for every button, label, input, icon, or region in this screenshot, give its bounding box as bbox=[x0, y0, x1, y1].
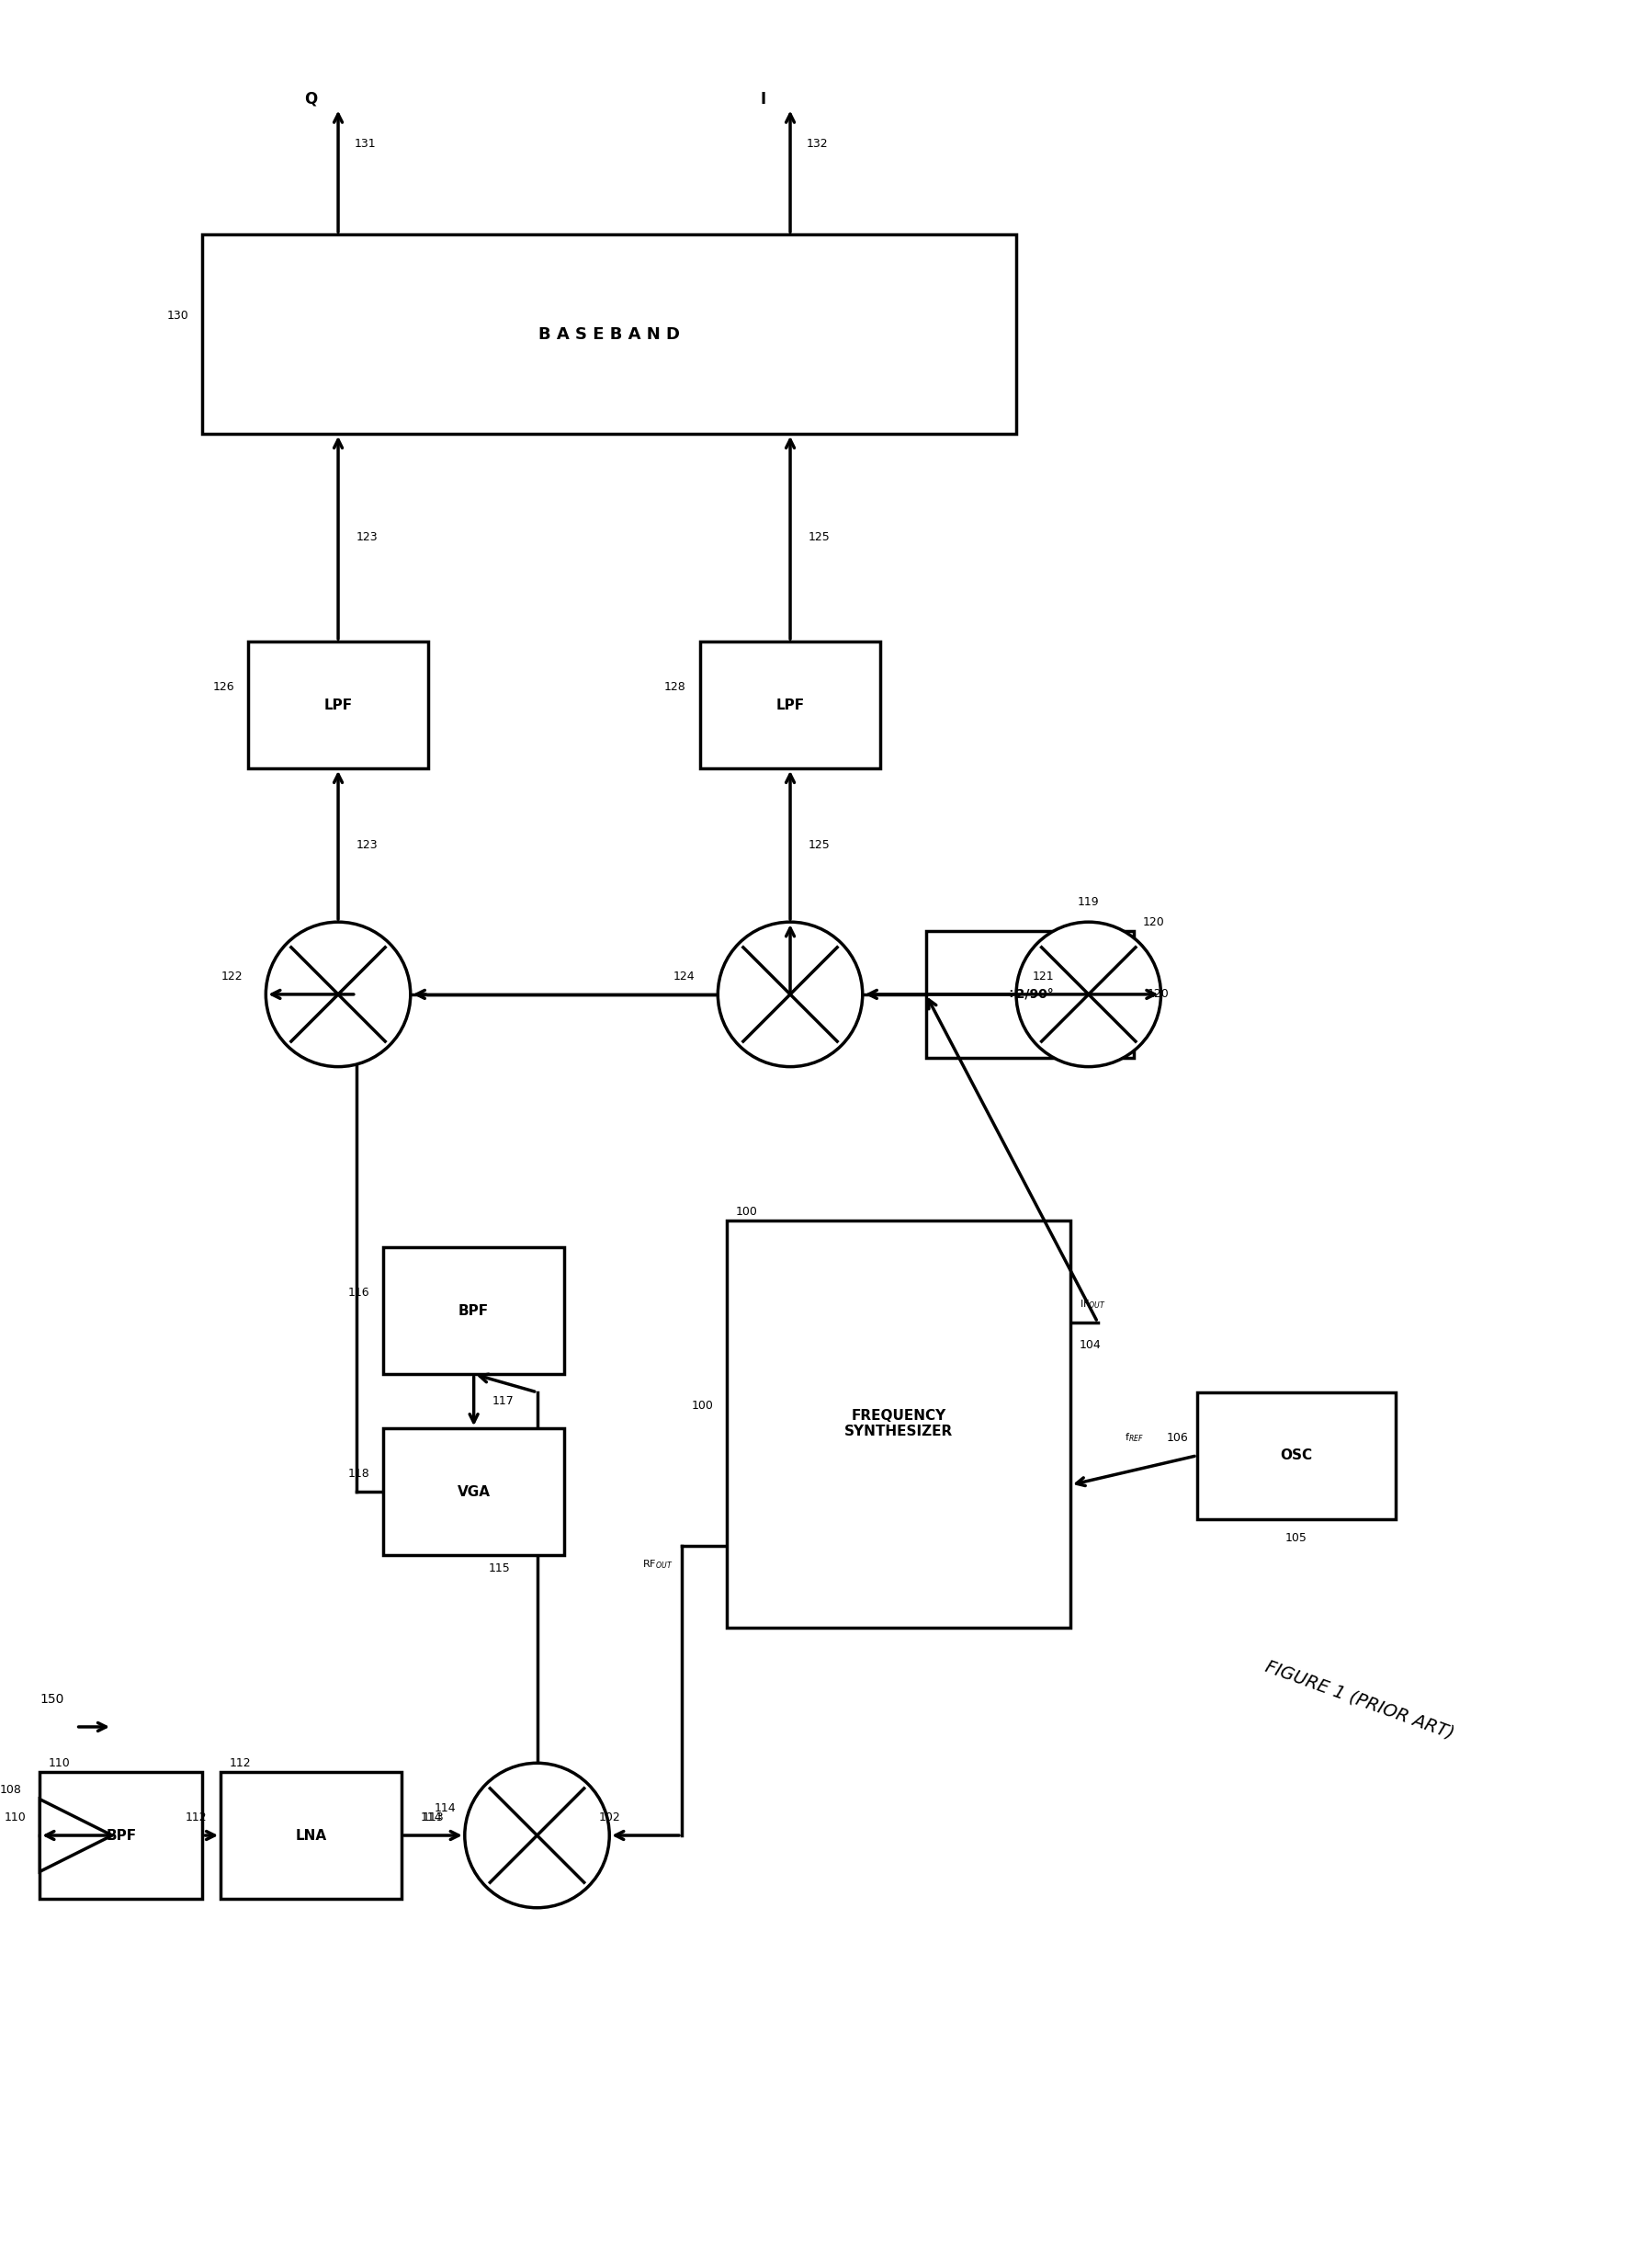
Text: 150: 150 bbox=[40, 1693, 64, 1706]
Circle shape bbox=[1016, 922, 1160, 1067]
Text: 110: 110 bbox=[5, 1810, 26, 1824]
Text: FREQUENCY
SYNTHESIZER: FREQUENCY SYNTHESIZER bbox=[844, 1408, 953, 1440]
Text: 100: 100 bbox=[691, 1399, 714, 1412]
Text: 120: 120 bbox=[1146, 988, 1168, 1001]
Text: BPF: BPF bbox=[106, 1828, 137, 1842]
Text: I: I bbox=[760, 90, 765, 106]
Text: 114: 114 bbox=[420, 1810, 441, 1824]
Text: 110: 110 bbox=[50, 1756, 71, 1770]
Circle shape bbox=[266, 922, 410, 1067]
Text: 130: 130 bbox=[167, 310, 188, 321]
Text: 119: 119 bbox=[1077, 897, 1099, 909]
Text: B A S E B A N D: B A S E B A N D bbox=[539, 325, 679, 344]
Text: 112: 112 bbox=[230, 1756, 251, 1770]
Bar bbox=[925, 931, 1133, 1058]
Bar bbox=[40, 1772, 203, 1898]
Text: ÷2/90°: ÷2/90° bbox=[1004, 988, 1054, 1001]
Text: IF$_{OUT}$: IF$_{OUT}$ bbox=[1079, 1297, 1105, 1311]
Bar bbox=[727, 1220, 1070, 1627]
Bar bbox=[1196, 1392, 1396, 1519]
Text: 128: 128 bbox=[664, 680, 686, 694]
Text: Q: Q bbox=[304, 90, 317, 106]
Polygon shape bbox=[40, 1799, 112, 1871]
Text: LPF: LPF bbox=[775, 698, 805, 712]
Circle shape bbox=[717, 922, 862, 1067]
Text: RF$_{OUT}$: RF$_{OUT}$ bbox=[641, 1557, 672, 1571]
Text: 106: 106 bbox=[1166, 1431, 1188, 1444]
Text: 118: 118 bbox=[349, 1467, 370, 1480]
Text: VGA: VGA bbox=[458, 1485, 491, 1498]
Text: 115: 115 bbox=[487, 1562, 510, 1575]
Text: 131: 131 bbox=[354, 138, 377, 149]
Text: f$_{REF}$: f$_{REF}$ bbox=[1123, 1431, 1143, 1444]
Text: 104: 104 bbox=[1079, 1338, 1100, 1351]
Text: FIGURE 1 (PRIOR ART): FIGURE 1 (PRIOR ART) bbox=[1262, 1657, 1455, 1742]
Text: 121: 121 bbox=[1032, 970, 1054, 983]
Text: 126: 126 bbox=[213, 680, 235, 694]
Bar bbox=[220, 1772, 401, 1898]
Text: BPF: BPF bbox=[458, 1304, 489, 1318]
Text: OSC: OSC bbox=[1280, 1449, 1312, 1462]
Text: 123: 123 bbox=[357, 531, 378, 545]
Text: 102: 102 bbox=[598, 1810, 620, 1824]
Bar bbox=[383, 1248, 563, 1374]
Bar bbox=[383, 1428, 563, 1555]
Text: 113: 113 bbox=[421, 1810, 444, 1824]
Text: 116: 116 bbox=[349, 1286, 370, 1299]
Circle shape bbox=[464, 1763, 610, 1907]
Text: 125: 125 bbox=[808, 838, 829, 852]
Text: 114: 114 bbox=[434, 1801, 456, 1815]
Text: 132: 132 bbox=[806, 138, 828, 149]
Text: 123: 123 bbox=[357, 838, 378, 852]
Text: 117: 117 bbox=[492, 1394, 514, 1408]
Text: 112: 112 bbox=[185, 1810, 206, 1824]
Text: 124: 124 bbox=[674, 970, 695, 983]
Text: 105: 105 bbox=[1285, 1532, 1307, 1544]
Text: LNA: LNA bbox=[296, 1828, 327, 1842]
Text: 125: 125 bbox=[808, 531, 829, 545]
Text: 122: 122 bbox=[221, 970, 243, 983]
Bar bbox=[203, 235, 1016, 434]
Text: 120: 120 bbox=[1142, 915, 1165, 929]
Text: 108: 108 bbox=[0, 1783, 21, 1797]
Text: 100: 100 bbox=[735, 1205, 758, 1218]
Text: LPF: LPF bbox=[324, 698, 352, 712]
Bar bbox=[248, 642, 428, 768]
Bar bbox=[699, 642, 881, 768]
